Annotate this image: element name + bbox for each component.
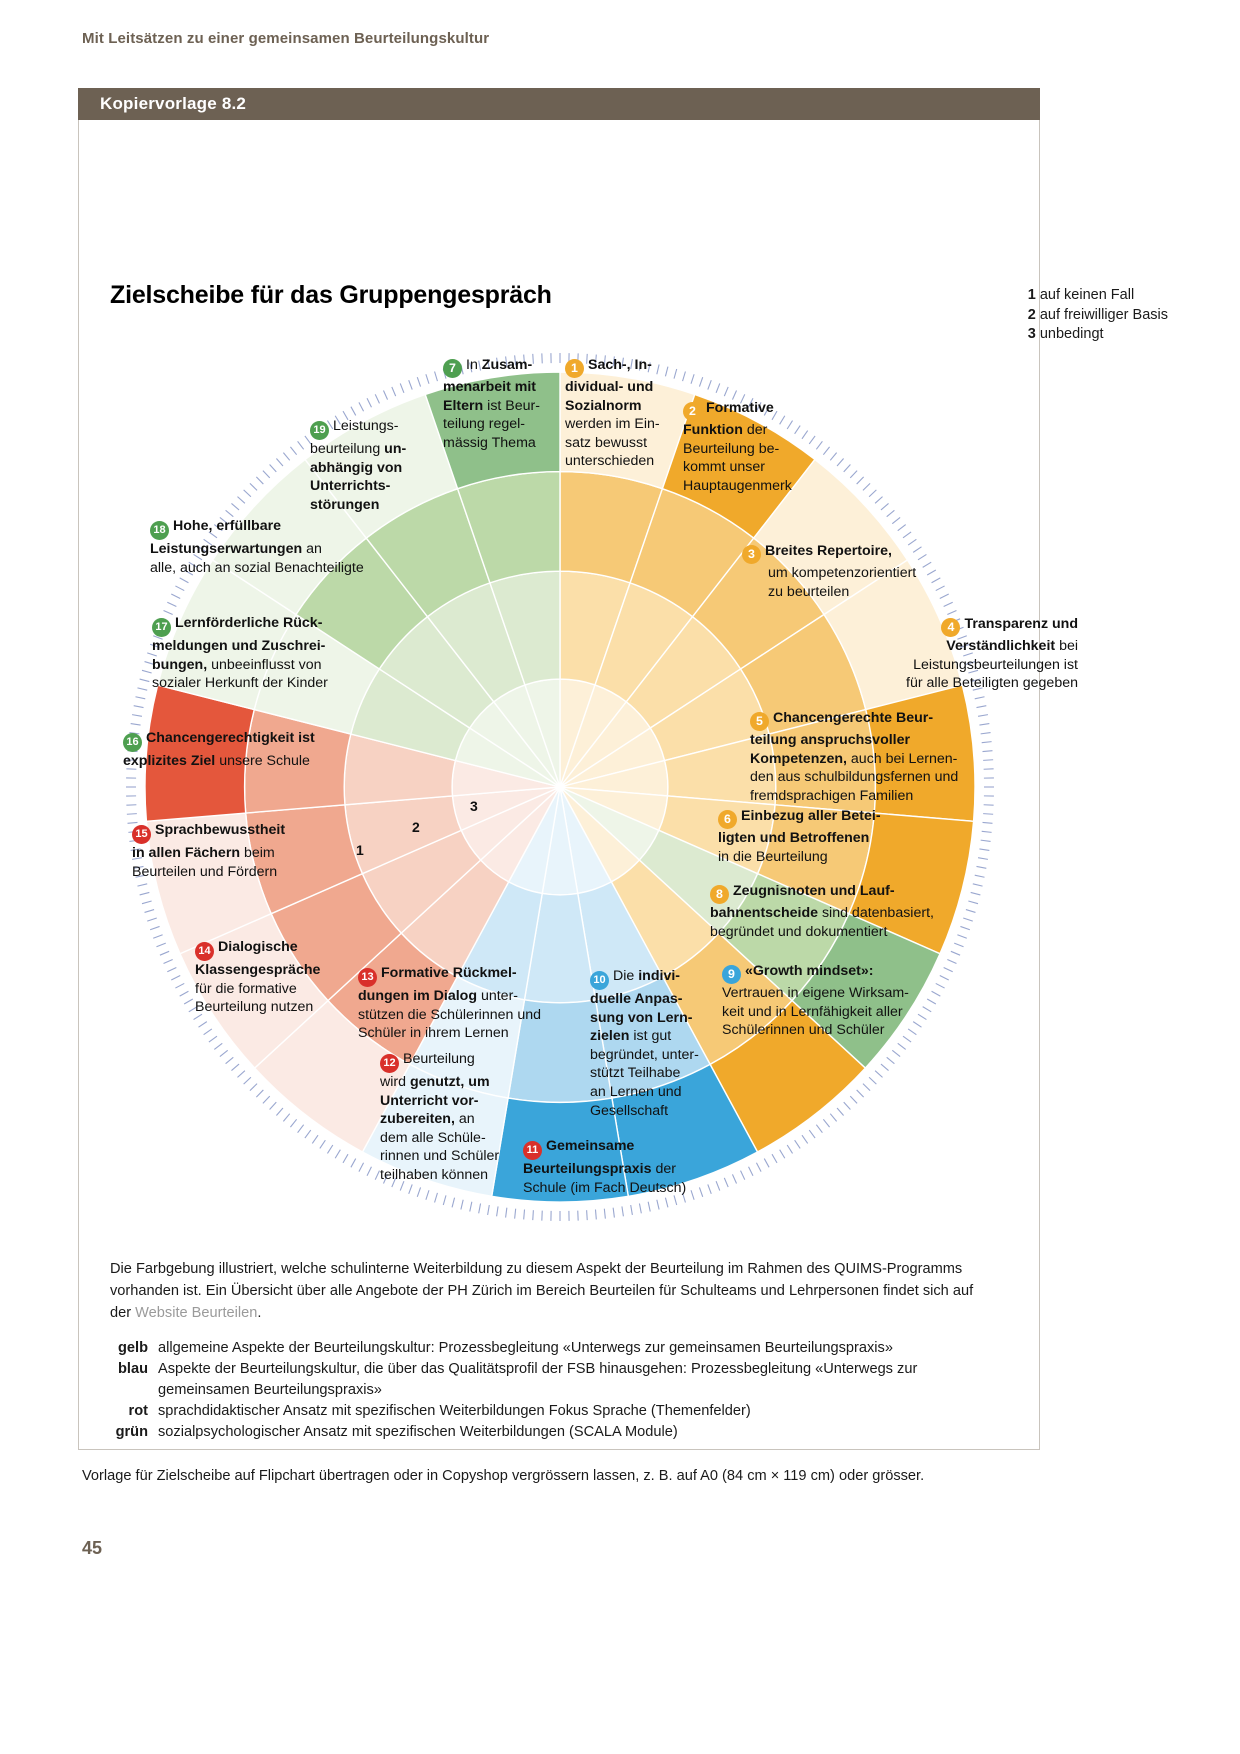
hatched-outer-ring [126, 353, 994, 1221]
axis-number-1: 1 [356, 842, 364, 858]
color-key-list: gelb allgemeine Aspekte der Beurteilungs… [110, 1338, 1010, 1443]
zielscheibe-wheel: 1 2 3 1 Sach-, In- dividual- und Sozialnor… [110, 337, 1078, 1237]
page-title: Zielscheibe für das Gruppengespräch [110, 281, 552, 309]
badge-4: 4 [941, 618, 961, 637]
badge-10: 10 [590, 971, 609, 990]
scale-legend: 1 auf keinen Fall 2 auf freiwilliger Bas… [1028, 286, 1168, 345]
segment-label-7: 7 In Zusam- menarbeit mit Eltern ist Beur… [443, 357, 540, 451]
color-key-def-blau: Aspekte der Beurteilungskultur, die über… [158, 1361, 918, 1398]
badge-13: 13 [358, 968, 377, 987]
wheel-sector-19-ring-4[interactable] [424, 371, 561, 490]
axis-number-2: 2 [412, 819, 420, 835]
color-key-term-gelb: gelb [118, 1340, 148, 1356]
scale-text-1: auf keinen Fall [1039, 287, 1135, 303]
scale-legend-item-3: 3 unbedingt [1028, 325, 1168, 345]
segment-label-5: 5 Chancengerechte Beur- teilung anspruchs… [750, 710, 959, 804]
badge-15: 15 [132, 825, 151, 844]
badge-5: 5 [750, 712, 769, 731]
badge-11: 11 [523, 1141, 542, 1160]
badge-3: 3 [742, 545, 761, 564]
badge-18: 18 [150, 521, 169, 540]
color-key-def-rot: sprachdidaktischer Ansatz mit spezifisch… [158, 1403, 751, 1419]
segment-label-13: 13 Formative Rückmel- dungen im Dialog un… [358, 965, 541, 1042]
badge-19: 19 [310, 421, 329, 440]
wheel-sectors [144, 371, 976, 1203]
segment-label-17: 17 Lernförderliche Rück- meldungen und Zu… [152, 615, 328, 692]
color-key-term-blau: blau [118, 1361, 148, 1377]
segment-label-18: 18 Hohe, erfüllbare Leistungserwartungen … [150, 518, 364, 576]
kopiervorlage-bar: Kopiervorlage 8.2 [78, 88, 1040, 120]
website-beurteilen-link[interactable]: Website Beurteilen [135, 1305, 258, 1321]
segment-label-15: 15 Sprachbewusstheit in allen Fächern bei… [132, 822, 286, 880]
color-key-row-gelb: gelb allgemeine Aspekte der Beurteilungs… [110, 1338, 1010, 1359]
segment-label-19: 19 Leistungs- beurteilung un- abhängig vo… [310, 418, 407, 513]
segment-label-12: 12 Beurteilung wird genutzt, um Unterrich… [380, 1051, 500, 1183]
color-key-def-gruen: sozialpsychologischer Ansatz mit spezifi… [158, 1424, 678, 1440]
badge-12: 12 [380, 1054, 399, 1073]
wheel-svg [126, 353, 994, 1221]
segment-label-1: 1 Sach-, In- dividual- und Sozialnorm werd… [565, 357, 660, 470]
scale-text-3: unbedingt [1039, 326, 1104, 342]
color-key-row-rot: rot sprachdidaktischer Ansatz mit spezif… [110, 1401, 1010, 1422]
badge-8: 8 [710, 885, 729, 904]
caption-part1: Die Farbgebung illustriert, welche schul… [110, 1261, 974, 1321]
chart-caption: Die Farbgebung illustriert, welche schul… [110, 1258, 990, 1324]
page-number: 45 [82, 1538, 103, 1558]
running-head: Mit Leitsätzen zu einer gemeinsamen Beur… [82, 30, 490, 47]
segment-label-2: 2 Formative Funktion der Beurteilung be-k… [683, 400, 792, 494]
color-key-def-gelb: allgemeine Aspekte der Beurteilungskultu… [158, 1340, 893, 1356]
scale-num-3: 3 [1027, 326, 1036, 342]
segment-label-6: 6 Einbezug aller Betei- ligten und Betrof… [718, 808, 881, 865]
badge-1: 1 [565, 359, 584, 378]
segment-label-11: 11 Gemeinsame Beurteilungspraxis der Schul… [523, 1138, 687, 1196]
segment-label-14: 14 Dialogische Klassengespräche für die fo… [195, 939, 321, 1016]
color-key-term-rot: rot [128, 1403, 148, 1419]
caption-part2: . [257, 1305, 262, 1321]
segment-label-10: 10 Die indivi- duelle Anpas-sung von Lern… [590, 968, 699, 1119]
badge-14: 14 [195, 942, 214, 961]
badge-6: 6 [718, 810, 737, 829]
scale-num-2: 2 [1027, 306, 1036, 323]
scale-num-1: 1 [1027, 287, 1036, 303]
axis-number-3: 3 [470, 798, 478, 814]
color-key-term-gruen: grün [115, 1424, 148, 1440]
scale-text-2: auf freiwilliger Basis [1039, 306, 1168, 323]
kopiervorlage-label: Kopiervorlage 8.2 [100, 94, 247, 113]
scale-legend-item-2: 2 auf freiwilliger Basis [1028, 306, 1168, 326]
segment-label-16: 16 Chancengerechtigkeit ist explizites Zi… [123, 730, 315, 769]
badge-16: 16 [123, 733, 142, 752]
segment-label-4: 4 Transparenz und Verständlichkeit bei Le… [906, 616, 1078, 692]
color-key-row-gruen: grün sozialpsychologischer Ansatz mit sp… [110, 1422, 1010, 1443]
segment-label-8: 8 Zeugnisnoten und Lauf- bahnentscheide s… [710, 883, 934, 940]
scale-legend-item-1: 1 auf keinen Fall [1028, 286, 1168, 306]
badge-7: 7 [443, 359, 462, 378]
badge-9: 9 [722, 965, 741, 984]
color-key-row-blau: blau Aspekte der Beurteilungskultur, die… [110, 1359, 1010, 1401]
segment-label-9: 9 «Growth mindset»: Vertrauen in eigene W… [722, 963, 909, 1039]
footnote: Vorlage für Zielscheibe auf Flipchart üb… [82, 1468, 925, 1484]
badge-2: 2 [683, 402, 702, 421]
segment-label-3: 3 Breites Repertoire, um kompetenzorienti… [742, 542, 1002, 601]
badge-17: 17 [152, 618, 171, 637]
